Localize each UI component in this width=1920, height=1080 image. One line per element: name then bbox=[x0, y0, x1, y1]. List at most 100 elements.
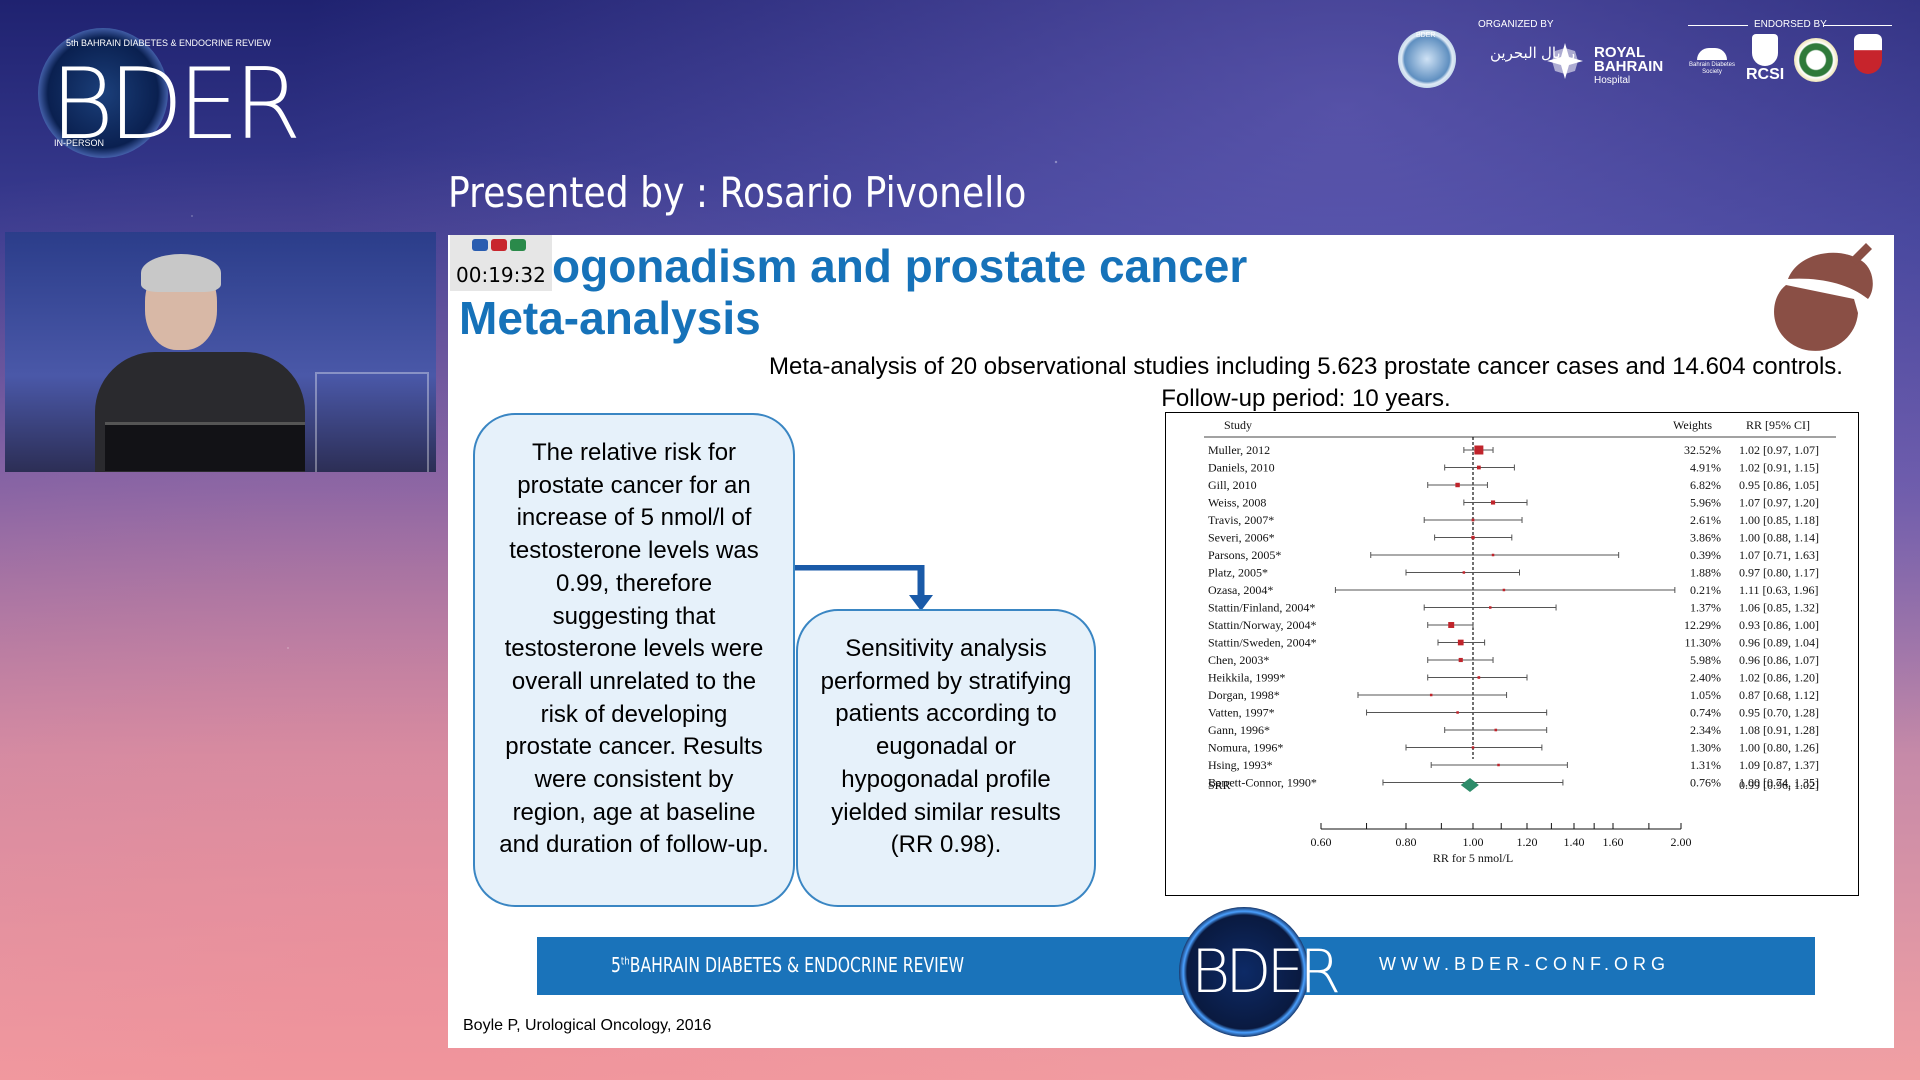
subtitle-line2: Follow-up period: 10 years. bbox=[1161, 385, 1451, 412]
endorsed-by-label: ENDORSED BY bbox=[1754, 19, 1827, 30]
banner-ordinal: 5 bbox=[611, 953, 621, 977]
forest-rr-value: 0.96 [0.89, 1.04] bbox=[1739, 636, 1819, 650]
forest-rr-value: 0.97 [0.80, 1.17] bbox=[1739, 566, 1819, 580]
logo-big-text: BDER bbox=[50, 48, 302, 162]
slide-subtitle: Meta-analysis of 20 observational studie… bbox=[448, 351, 1894, 415]
forest-rr-value: 0.95 [0.70, 1.28] bbox=[1739, 706, 1819, 720]
forest-point-marker bbox=[1489, 606, 1492, 609]
organized-by-label: ORGANIZED BY bbox=[1478, 19, 1554, 30]
forest-x-tick-label: 1.40 bbox=[1564, 835, 1585, 849]
forest-rr-value: 1.06 [0.85, 1.32] bbox=[1739, 601, 1819, 615]
forest-rr-value: 1.00 [0.88, 1.14] bbox=[1739, 531, 1819, 545]
forest-rr-value: 0.87 [0.68, 1.12] bbox=[1739, 688, 1819, 702]
forest-x-tick-label: 0.60 bbox=[1311, 835, 1332, 849]
forest-point-marker bbox=[1462, 571, 1466, 574]
timer-value: 00:19:32 bbox=[456, 263, 546, 287]
forest-study-name: Nomura, 1996* bbox=[1208, 741, 1283, 755]
forest-weight: 0.74% bbox=[1690, 706, 1721, 720]
forest-point-marker bbox=[1456, 711, 1459, 714]
forest-weight: 5.96% bbox=[1690, 496, 1721, 510]
banner-name-text: BAHRAIN DIABETES & ENDOCRINE REVIEW bbox=[629, 953, 965, 977]
royal-line: ROYAL bbox=[1594, 44, 1646, 61]
forest-rr-value: 1.11 [0.63, 1.96] bbox=[1739, 583, 1819, 597]
forest-point-marker bbox=[1455, 482, 1460, 488]
forest-study-name: Travis, 2007* bbox=[1208, 513, 1274, 527]
forest-study-name: Ozasa, 2004* bbox=[1208, 583, 1273, 597]
forest-rr-value: 1.02 [0.97, 1.07] bbox=[1739, 443, 1819, 457]
forest-weight: 0.39% bbox=[1690, 548, 1721, 562]
acorn-icon bbox=[1774, 243, 1873, 351]
forest-weight: 0.76% bbox=[1690, 776, 1721, 790]
bahrain-line: BAHRAIN bbox=[1594, 58, 1664, 75]
forest-point-marker bbox=[1477, 676, 1481, 679]
forest-rr-value: 1.07 [0.71, 1.63] bbox=[1739, 548, 1819, 562]
slide-title-line1: ogonadism and prostate cancer bbox=[552, 240, 1248, 292]
forest-rr-value: 1.00 [0.80, 1.26] bbox=[1739, 741, 1819, 755]
hospital-line: Hospital bbox=[1594, 75, 1631, 86]
logo-globe bbox=[38, 28, 168, 158]
banner-bder-logo: BDER bbox=[1179, 907, 1341, 1037]
forest-study-name: Stattin/Norway, 2004* bbox=[1208, 618, 1317, 632]
forest-weight: 1.37% bbox=[1690, 601, 1721, 615]
medical-society-emblem-icon bbox=[1854, 34, 1882, 74]
flag-icon-2 bbox=[491, 239, 507, 251]
video-skyline bbox=[315, 372, 429, 472]
forest-weight: 1.05% bbox=[1690, 688, 1721, 702]
forest-study-name: Stattin/Sweden, 2004* bbox=[1208, 636, 1317, 650]
forest-header-weights: Weights bbox=[1673, 418, 1712, 432]
forest-point-marker bbox=[1471, 746, 1475, 749]
bder-badge-text: BDER bbox=[1416, 32, 1436, 39]
society-mosque-icon bbox=[1697, 48, 1727, 60]
forest-study-name: Weiss, 2008 bbox=[1208, 496, 1266, 510]
forest-plot: Study Weights RR [95% CI] Muller, 2012 32.52… bbox=[1165, 412, 1859, 896]
royal-bahrain-name: ROYAL BAHRAIN Hospital bbox=[1594, 44, 1664, 88]
forest-weight: 1.31% bbox=[1690, 758, 1721, 772]
forest-point-marker bbox=[1490, 500, 1496, 505]
flow-arrow-icon bbox=[795, 565, 933, 611]
forest-point-marker bbox=[1502, 588, 1506, 592]
forest-rr-value: 1.09 [0.87, 1.37] bbox=[1739, 758, 1819, 772]
forest-point-marker bbox=[1471, 518, 1475, 522]
forest-study-name: Daniels, 2010 bbox=[1208, 461, 1275, 475]
conference-banner: 5thBAHRAIN DIABETES & ENDOCRINE REVIEW B… bbox=[537, 907, 1815, 1037]
banner-conference-name: 5thBAHRAIN DIABETES & ENDOCRINE REVIEW bbox=[611, 953, 964, 977]
forest-weight: 3.86% bbox=[1690, 531, 1721, 545]
logo-small-text: 5th BAHRAIN DIABETES & ENDOCRINE REVIEW bbox=[66, 38, 272, 48]
slide-title-line2: Meta-analysis bbox=[459, 292, 761, 344]
forest-plot-svg: Study Weights RR [95% CI] Muller, 2012 32.52… bbox=[1204, 418, 1836, 865]
forest-rr-value: 1.07 [0.97, 1.20] bbox=[1739, 496, 1819, 510]
forest-weight: 32.52% bbox=[1684, 443, 1721, 457]
forest-study-name: Dorgan, 1998* bbox=[1208, 688, 1280, 702]
forest-weight: 1.88% bbox=[1690, 566, 1721, 580]
banner-ordinal-suffix: th bbox=[620, 954, 630, 968]
forest-point-marker bbox=[1458, 657, 1463, 663]
forest-weight: 12.29% bbox=[1684, 618, 1721, 632]
forest-weight: 1.30% bbox=[1690, 741, 1721, 755]
subtitle-line1: Meta-analysis of 20 observational studie… bbox=[769, 353, 1843, 380]
rcsi-logo: RCSI bbox=[1746, 34, 1784, 84]
forest-study-name: Muller, 2012 bbox=[1208, 443, 1270, 457]
forest-study-name: Hsing, 1993* bbox=[1208, 758, 1273, 772]
lectern-laptop bbox=[105, 422, 305, 471]
forest-study-name: Heikkila, 1999* bbox=[1208, 671, 1285, 685]
society-name: Bahrain Diabetes Society bbox=[1688, 62, 1736, 75]
endorsed-divider bbox=[1688, 25, 1748, 26]
speaker-video[interactable] bbox=[5, 232, 436, 472]
forest-header-rr: RR [95% CI] bbox=[1746, 418, 1810, 432]
relative-risk-box: The relative risk for prostate cancer fo… bbox=[473, 413, 795, 907]
forest-point-marker bbox=[1494, 728, 1498, 732]
flag-icon-3 bbox=[510, 239, 526, 251]
forest-x-tick-label: 1.20 bbox=[1517, 835, 1538, 849]
forest-x-axis-label: RR for 5 nmol/L bbox=[1433, 851, 1513, 865]
forest-study-name: Parsons, 2005* bbox=[1208, 548, 1281, 562]
forest-point-marker bbox=[1429, 693, 1433, 697]
forest-point-marker bbox=[1497, 763, 1500, 767]
forest-point-marker bbox=[1457, 639, 1464, 646]
forest-study-name: Vatten, 1997* bbox=[1208, 706, 1275, 720]
forest-summary-name: SRR bbox=[1208, 778, 1231, 792]
conference-logo: 5th BAHRAIN DIABETES & ENDOCRINE REVIEW … bbox=[38, 28, 302, 168]
sensitivity-analysis-box: Sensitivity analysis performed by strati… bbox=[796, 609, 1096, 907]
forest-summary-rr: 0.99 [0.96, 1.02] bbox=[1739, 778, 1819, 792]
forest-rr-value: 1.02 [0.86, 1.20] bbox=[1739, 671, 1819, 685]
rcsi-text: RCSI bbox=[1746, 66, 1785, 83]
